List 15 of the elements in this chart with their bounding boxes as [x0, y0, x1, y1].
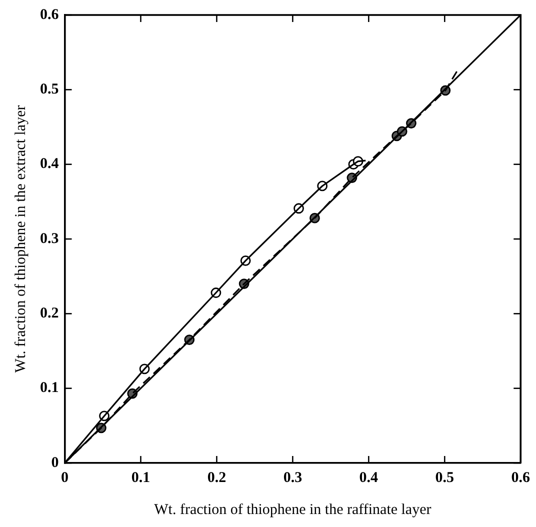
- x-tick-label: 0.5: [435, 470, 454, 486]
- y-tick-label: 0.3: [40, 230, 59, 247]
- x-tick-label: 0.1: [131, 470, 150, 486]
- y-tick-label: 0.1: [40, 380, 59, 396]
- y-tick-label: 0: [51, 454, 59, 471]
- y-tick-label: 0.5: [40, 82, 59, 98]
- x-axis-title: Wt. fraction of thiophene in the raffinate layer: [154, 502, 432, 518]
- x-tick-label: 0.2: [207, 470, 226, 486]
- y-tick-label: 0.6: [40, 6, 60, 23]
- x-tick-label: 0.4: [359, 470, 379, 486]
- x-tick-label: 0.6: [511, 470, 530, 486]
- y-tick-label: 0.4: [40, 156, 60, 172]
- y-axis-title: Wt. fraction of thiophene in the extract layer: [12, 105, 29, 373]
- y-tick-label: 0.2: [40, 306, 59, 322]
- x-tick-label: 0.3: [283, 470, 302, 486]
